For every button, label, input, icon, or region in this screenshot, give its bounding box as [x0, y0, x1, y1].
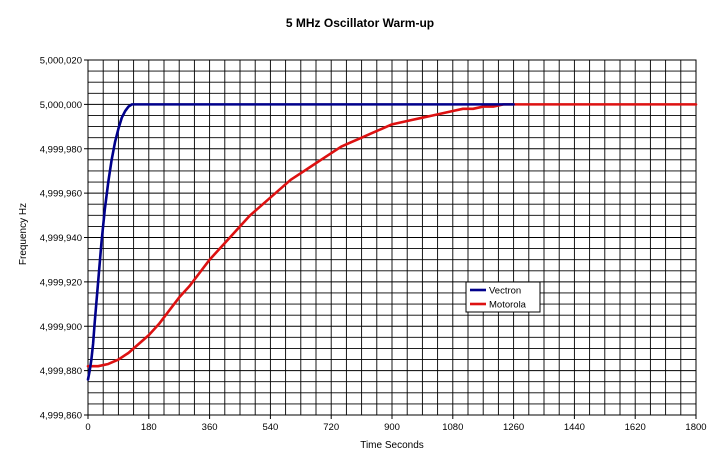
y-tick-label: 4,999,880 — [40, 366, 82, 377]
series-line-vectron — [86, 103, 515, 381]
chart-title: 5 MHz Oscillator Warm-up — [286, 16, 434, 30]
y-tick-label: 5,000,020 — [40, 56, 82, 67]
y-tick-label: 4,999,960 — [40, 189, 82, 200]
series-lines — [86, 103, 698, 381]
x-axis-label: Time Seconds — [360, 440, 424, 451]
x-tick-label: 540 — [262, 422, 278, 433]
x-tick-label: 1080 — [442, 422, 463, 433]
y-axis-label: Frequency Hz — [18, 203, 29, 265]
y-tick-label: 4,999,920 — [40, 277, 82, 288]
x-tick-label: 1440 — [564, 422, 585, 433]
series-line-motorola — [86, 103, 698, 368]
x-axis-ticks: 0 180 360 540 720 900 1080 1260 1440 1620 1800 — [85, 415, 707, 433]
x-tick-label: 1620 — [625, 422, 646, 433]
y-tick-label: 4,999,940 — [40, 233, 82, 244]
y-tick-label: 4,999,900 — [40, 322, 82, 333]
legend: Vectron Motorola — [465, 281, 541, 313]
x-tick-label: 1260 — [503, 422, 524, 433]
legend-box — [465, 281, 541, 313]
y-tick-label: 4,999,980 — [40, 144, 82, 155]
y-axis-ticks: 4,999,860 4,999,880 4,999,900 4,999,920 4,99… — [40, 56, 88, 422]
x-tick-label: 720 — [323, 422, 339, 433]
x-tick-label: 900 — [384, 422, 400, 433]
legend-label-vectron: Vectron — [489, 286, 521, 297]
gridlines — [87, 59, 697, 416]
x-tick-label: 0 — [85, 422, 90, 433]
x-tick-label: 180 — [141, 422, 157, 433]
legend-label-motorola: Motorola — [489, 300, 527, 311]
y-tick-label: 4,999,860 — [40, 411, 82, 422]
x-tick-label: 1800 — [685, 422, 706, 433]
x-tick-label: 360 — [202, 422, 218, 433]
y-tick-label: 5,000,000 — [40, 100, 82, 111]
